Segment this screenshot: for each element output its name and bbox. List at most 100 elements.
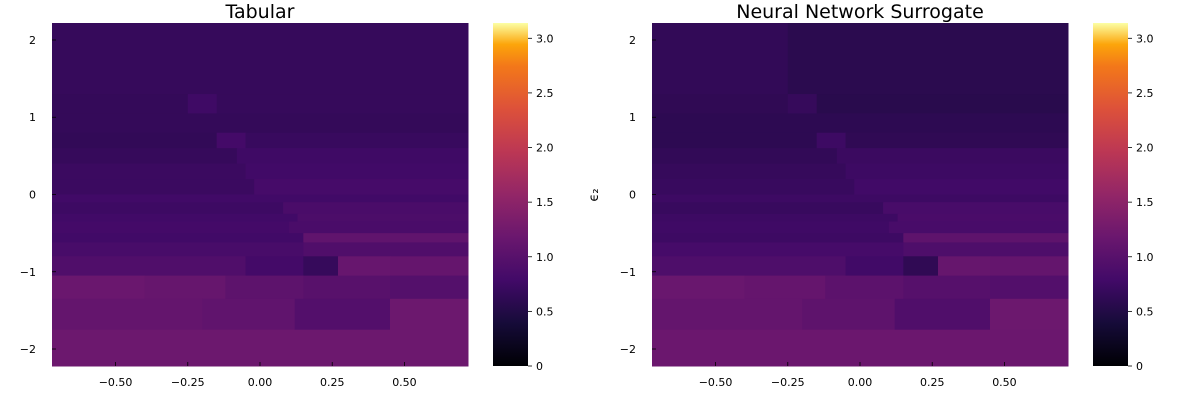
chart-title: Tabular	[225, 1, 295, 23]
heatmap-cell	[225, 275, 304, 300]
heatmap-cell	[52, 213, 299, 223]
heatmap-cell	[303, 242, 469, 257]
heatmap-cell	[744, 275, 826, 300]
heatmap-cell	[297, 213, 469, 223]
heatmap-cell	[652, 202, 884, 215]
heatmap-cell	[390, 298, 469, 331]
heatmap-cell	[652, 221, 890, 234]
y-tick-label: 2	[29, 34, 36, 47]
heatmap-cell	[854, 179, 1069, 195]
y-tick-label: 1	[629, 111, 636, 124]
heatmap-cell	[903, 256, 939, 277]
colorbar-tick-label: 2.0	[536, 142, 554, 155]
heatmap-cell	[845, 256, 904, 277]
heatmap-cell	[652, 233, 904, 243]
heatmap-cell	[652, 213, 899, 223]
heatmap-cell	[897, 213, 1069, 223]
heatmap-cell	[816, 94, 1069, 114]
heatmap-cell	[303, 233, 469, 243]
x-tick-label: 0.25	[320, 376, 345, 389]
heatmap-panel-neural-network-surrogate: Neural Network Surrogate ϵ₂ −0.50 −0.25 0.…	[587, 1, 1154, 389]
y-tick-label: 0	[629, 189, 636, 202]
y-tick-label: −1	[620, 266, 636, 279]
x-tick-label: −0.50	[99, 376, 133, 389]
heatmap-cell	[216, 94, 469, 114]
heatmap-cell	[303, 275, 391, 300]
heatmap-cell	[652, 163, 847, 180]
heatmap-cell	[825, 275, 904, 300]
colorbar-ticks: 0 0.5 1.0 1.5 2.0 2.5 3.0	[528, 32, 554, 373]
heatmap-cell	[52, 163, 247, 180]
heatmap-cells	[52, 23, 469, 367]
heatmap-cell	[802, 298, 896, 331]
y-axis-ticks: −2 −1 0 1 2	[620, 34, 656, 356]
heatmap-cell	[652, 242, 904, 257]
heatmap-cell	[845, 163, 1069, 180]
heatmap-cell	[903, 242, 1069, 257]
heatmap-cell	[52, 256, 247, 277]
heatmap-cell	[652, 179, 855, 195]
heatmap-cells	[652, 23, 1069, 367]
heatmap-cell	[245, 256, 304, 277]
colorbar-tick-label: 0	[536, 360, 543, 373]
colorbar: 0 0.5 1.0 1.5 2.0 2.5 3.0	[1093, 23, 1154, 373]
heatmap-cell	[938, 256, 991, 277]
heatmap-cell	[52, 148, 238, 165]
heatmap-cell	[52, 298, 203, 331]
heatmap-cell	[245, 132, 469, 149]
heatmap-cell	[836, 148, 1069, 165]
x-axis-ticks: −0.50 −0.25 0.00 0.25 0.50	[699, 362, 1017, 389]
heatmap-cell	[52, 179, 255, 195]
x-tick-label: 0.50	[392, 376, 417, 389]
x-tick-label: 0.50	[992, 376, 1017, 389]
colorbar-tick-label: 3.0	[1136, 32, 1154, 45]
heatmap-cell	[52, 233, 304, 243]
heatmap-cell	[52, 202, 284, 215]
heatmap-cell	[652, 256, 847, 277]
heatmap-cell	[52, 113, 469, 134]
heatmap-cell	[903, 275, 991, 300]
heatmap-cell	[294, 298, 391, 331]
heatmap-cell	[52, 221, 290, 234]
heatmap-cell	[187, 94, 218, 114]
heatmap-cell	[338, 256, 391, 277]
heatmap-cell	[52, 329, 469, 367]
heatmap-cell	[216, 132, 247, 149]
heatmap-cell	[652, 194, 1069, 203]
heatmap-cell	[52, 94, 189, 114]
chart-title: Neural Network Surrogate	[736, 1, 984, 23]
heatmap-cell	[52, 194, 469, 203]
heatmap-cell	[787, 94, 818, 114]
y-tick-label: −2	[620, 343, 636, 356]
heatmap-cell	[816, 132, 847, 149]
colorbar-tick-label: 0	[1136, 360, 1143, 373]
heatmap-cell	[303, 256, 339, 277]
x-axis-ticks: −0.50 −0.25 0.00 0.25 0.50	[99, 362, 417, 389]
y-tick-label: 1	[29, 111, 36, 124]
x-tick-label: −0.25	[771, 376, 805, 389]
heatmap-cell	[144, 275, 226, 300]
heatmap-cell	[990, 256, 1069, 277]
heatmap-cell	[652, 148, 838, 165]
y-tick-label: −1	[20, 266, 36, 279]
colorbar-tick-label: 0.5	[536, 305, 554, 318]
y-axis-ticks: −2 −1 0 1 2	[20, 34, 56, 356]
colorbar-tick-label: 1.5	[536, 196, 554, 209]
heatmap-cell	[52, 132, 218, 149]
heatmap-cell	[52, 242, 304, 257]
heatmap-cell	[652, 94, 789, 114]
heatmap-cell	[845, 132, 1069, 149]
x-tick-label: 0.00	[248, 376, 273, 389]
x-tick-label: 0.00	[848, 376, 873, 389]
colorbar: 0 0.5 1.0 1.5 2.0 2.5 3.0	[493, 23, 554, 373]
heatmap-cell	[236, 148, 469, 165]
colorbar-ticks: 0 0.5 1.0 1.5 2.0 2.5 3.0	[1128, 32, 1154, 373]
colorbar-tick-label: 0.5	[1136, 305, 1154, 318]
heatmap-cell	[202, 298, 296, 331]
colorbar-tick-label: 2.5	[536, 87, 554, 100]
x-tick-label: 0.25	[920, 376, 945, 389]
heatmap-cell	[903, 233, 1069, 243]
heatmap-cell	[288, 221, 469, 234]
heatmap-cell	[652, 275, 745, 300]
